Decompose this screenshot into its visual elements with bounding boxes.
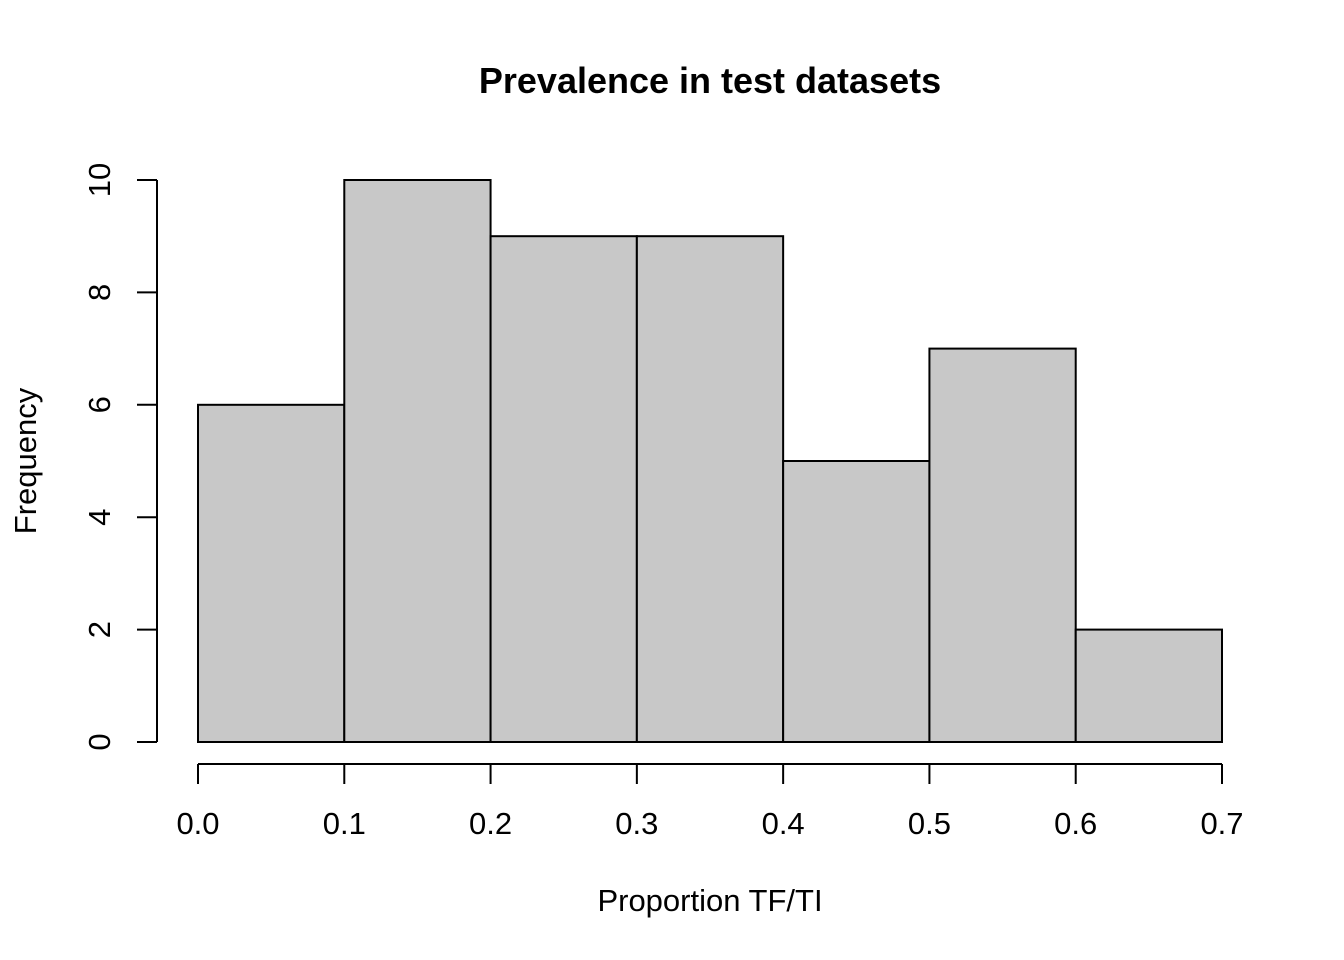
bars-group: [197, 179, 1223, 743]
y-tick-label: 0: [82, 733, 117, 750]
x-tick-label: 0.7: [1200, 806, 1243, 841]
chart-title: Prevalence in test datasets: [479, 60, 941, 101]
x-tick-label: 0.3: [615, 806, 658, 841]
x-axis: 0.0 0.1 0.2 0.3 0.4 0.5 0.6 0.7: [176, 763, 1244, 841]
histogram-bar-5: [928, 347, 1077, 743]
histogram-bar-2: [489, 235, 638, 743]
y-tick-label: 2: [82, 621, 117, 638]
y-axis-title: Frequency: [8, 387, 43, 534]
y-tick-label: 8: [82, 284, 117, 301]
histogram-bar-3: [635, 235, 785, 743]
histogram-bar-1: [343, 179, 492, 743]
y-axis: 0 2 4 6 8 10: [82, 163, 158, 751]
histogram-bar-0: [197, 403, 346, 743]
histogram-bar-4: [782, 460, 931, 743]
x-tick-label: 0.2: [469, 806, 512, 841]
x-tick-label: 0.1: [323, 806, 366, 841]
x-tick-label: 0.0: [176, 806, 219, 841]
x-tick-label: 0.5: [908, 806, 951, 841]
x-tick-label: 0.4: [762, 806, 805, 841]
x-axis-title: Proportion TF/TI: [597, 883, 822, 918]
y-tick-label: 10: [82, 163, 117, 197]
y-tick-label: 6: [82, 396, 117, 413]
y-tick-label: 4: [82, 509, 117, 526]
x-tick-label: 0.6: [1054, 806, 1097, 841]
histogram-bar-6: [1074, 628, 1223, 743]
